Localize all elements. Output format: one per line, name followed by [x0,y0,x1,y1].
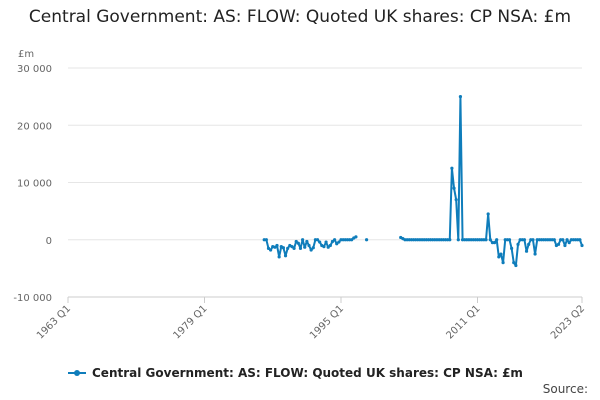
data-point[interactable] [294,239,298,244]
data-point[interactable] [556,242,561,246]
data-point[interactable] [301,238,305,242]
x-tick-label: 1979 Q1 [172,303,210,341]
data-point[interactable] [296,241,300,245]
data-point[interactable] [298,246,303,250]
data-point[interactable] [486,212,490,216]
x-tick-label: 2011 Q1 [445,303,483,341]
data-point[interactable] [290,245,294,249]
data-point[interactable] [273,245,277,249]
data-point[interactable] [311,246,315,250]
data-point[interactable] [484,238,488,242]
data-point[interactable] [275,243,279,248]
data-point[interactable] [350,238,354,242]
data-point[interactable] [333,238,337,242]
data-point[interactable] [580,243,584,248]
data-point[interactable] [328,243,332,248]
data-point[interactable] [448,238,452,242]
data-point[interactable] [452,186,456,190]
data-point[interactable] [458,95,463,99]
data-point[interactable] [563,243,567,248]
data-point[interactable] [292,246,296,250]
data-point[interactable] [318,240,322,244]
data-point[interactable] [552,238,556,242]
y-tick-label: 20 000 [17,121,52,132]
data-point[interactable] [326,245,330,249]
data-point[interactable] [533,252,537,256]
data-point[interactable] [264,238,268,242]
unit-label: £m [18,49,34,60]
data-point[interactable] [335,242,339,246]
data-point[interactable] [567,241,571,245]
y-tick-label: 30 000 [17,64,52,75]
x-tick-label: 1963 Q1 [35,303,73,341]
x-tick-label: 1995 Q1 [308,303,346,341]
data-point[interactable] [565,238,569,242]
y-tick-label: 0 [46,236,52,247]
data-point[interactable] [309,248,313,252]
data-point[interactable] [337,240,341,244]
series [262,95,584,268]
data-point[interactable] [507,238,512,242]
data-point[interactable] [330,239,335,244]
data-point[interactable] [450,166,454,170]
y-tick-label: 10 000 [17,179,52,190]
x-tick-label: 2023 Q2 [549,303,587,341]
legend-swatch-icon [68,368,86,378]
data-point[interactable] [322,245,326,249]
data-point[interactable] [307,243,311,248]
x-axis: 1963 Q1 1979 Q1 1995 Q1 2011 Q1 2023 Q2 [35,296,587,341]
data-point[interactable] [531,238,535,242]
data-point[interactable] [456,238,460,242]
grid [68,67,582,241]
data-point[interactable] [324,240,328,244]
legend-label: Central Government: AS: FLOW: Quoted UK … [92,366,523,380]
legend[interactable]: Central Government: AS: FLOW: Quoted UK … [68,366,523,380]
data-point[interactable] [527,242,531,246]
data-point[interactable] [514,263,518,268]
y-axis: -10 000 0 10 000 20 000 30 000 [13,64,52,304]
data-point[interactable] [499,252,503,256]
data-point[interactable] [501,261,505,265]
y-tick-label: -10 000 [13,293,52,304]
data-point[interactable] [495,238,499,242]
chart-title: Central Government: AS: FLOW: Quoted UK … [28,7,572,27]
data-point[interactable] [286,246,290,250]
source-label: Source: [542,382,588,396]
data-point[interactable] [524,249,529,253]
data-point[interactable] [510,246,514,250]
data-point[interactable] [561,238,565,242]
data-point[interactable] [516,242,520,246]
data-point[interactable] [578,238,582,242]
data-point[interactable] [522,238,527,242]
data-point[interactable] [305,239,309,244]
data-point[interactable] [315,238,320,242]
data-point[interactable] [512,261,516,265]
data-point[interactable] [266,246,271,250]
data-point[interactable] [488,238,492,242]
data-point[interactable] [277,255,281,259]
data-point[interactable] [303,245,307,249]
data-point[interactable] [269,248,273,252]
data-point[interactable] [364,238,369,242]
data-point[interactable] [283,254,288,258]
data-point[interactable] [454,198,458,202]
data-point[interactable] [281,246,286,250]
data-point[interactable] [497,255,501,259]
data-point[interactable] [354,235,358,239]
data-point[interactable] [492,241,497,245]
